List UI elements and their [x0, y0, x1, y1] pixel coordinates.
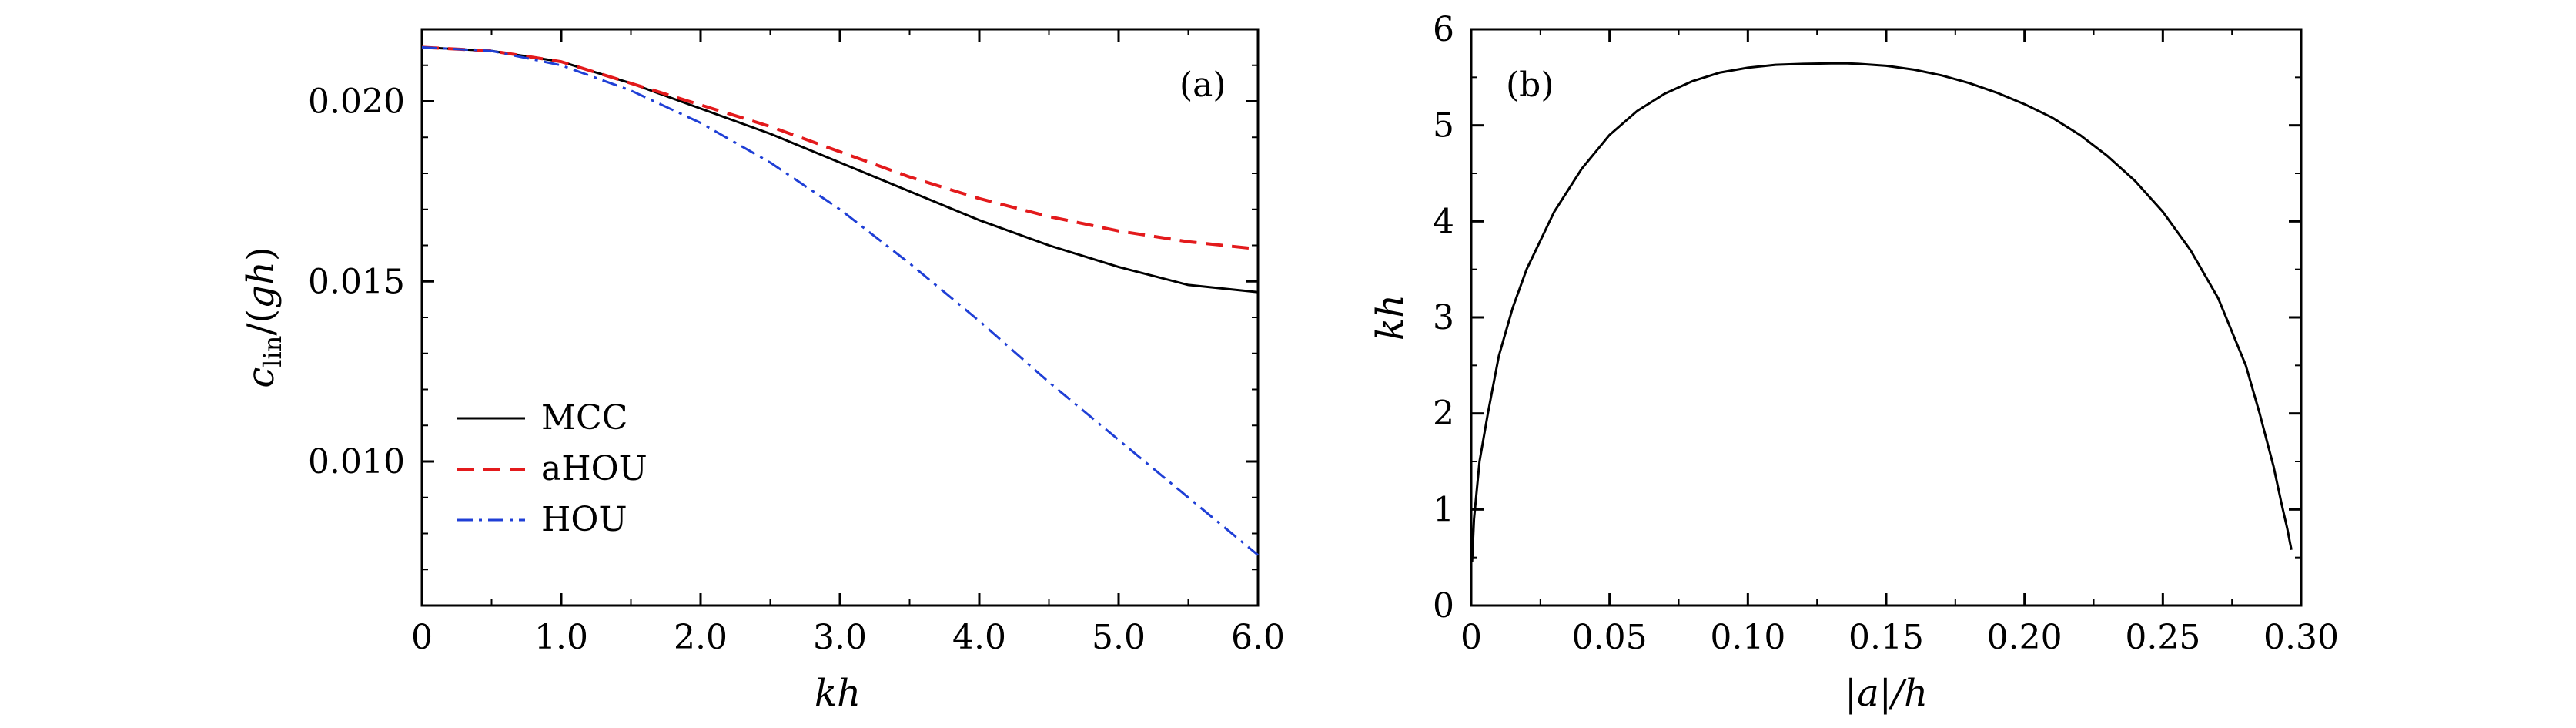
y-tick-labels: 0.010 0.015 0.020 [308, 82, 405, 482]
x-tick-label: 1.0 [534, 618, 588, 657]
legend-label-mcc: MCC [541, 398, 627, 438]
y-tick-label: 5 [1433, 106, 1454, 146]
plot-frame [1470, 28, 2303, 607]
legend-item: MCC [457, 398, 627, 438]
y-tick-label: 6 [1433, 10, 1454, 49]
x-tick-label: 3.0 [813, 618, 867, 657]
legend: MCC aHOU HOU [457, 398, 647, 539]
x-tick-label: 0.10 [1710, 618, 1785, 657]
series-line-curve-0 [1470, 62, 2293, 562]
y-axis-label: clin/(gh) [239, 247, 287, 387]
svg-text:clin/(gh): clin/(gh) [239, 247, 287, 387]
legend-item: HOU [457, 500, 627, 539]
y-tick-label: 1 [1433, 490, 1454, 529]
tick-marks [420, 29, 1260, 606]
x-tick-label: 0.05 [1572, 618, 1648, 657]
series-lines [421, 45, 1259, 556]
legend-item: aHOU [457, 449, 647, 488]
y-axis-label: kh [1369, 294, 1412, 341]
y-tick-label: 0 [1433, 586, 1454, 626]
x-tick-labels: 0 1.0 2.0 3.0 4.0 5.0 6.0 [411, 618, 1285, 657]
x-tick-label: 0.30 [2263, 618, 2339, 657]
x-tick-label: 0.15 [1848, 618, 1924, 657]
panel-label: (a) [1179, 65, 1226, 105]
y-tick-label: 0.015 [308, 262, 405, 301]
legend-label-ahou: aHOU [541, 449, 647, 488]
y-tick-label: 0.010 [308, 442, 405, 481]
x-tick-label: 0.20 [1987, 618, 2062, 657]
y-tick-label: 4 [1433, 202, 1454, 241]
panel-b: 0 0.05 0.10 0.15 0.20 0.25 0.30 0 1 2 3 4 5 6 (b) |a… [1369, 10, 2339, 715]
y-tick-labels: 0 1 2 3 4 5 6 [1433, 10, 1454, 626]
panel-label: (b) [1506, 65, 1554, 105]
series-line-mcc [421, 45, 1259, 294]
y-tick-label: 0.020 [308, 82, 405, 122]
x-axis-label: |a|/h [1845, 672, 1928, 715]
x-axis-label: kh [815, 672, 861, 715]
series-lines [1470, 62, 2293, 562]
series-line-ahou [421, 45, 1259, 251]
legend-label-hou: HOU [541, 500, 627, 539]
x-tick-label: 6.0 [1231, 618, 1285, 657]
y-tick-label: 3 [1433, 298, 1454, 337]
x-tick-label: 2.0 [674, 618, 728, 657]
x-tick-label: 0 [411, 618, 433, 657]
x-tick-label: 0.25 [2125, 618, 2200, 657]
x-tick-label: 4.0 [952, 618, 1006, 657]
x-tick-label: 0 [1460, 618, 1482, 657]
tick-marks [1470, 28, 2303, 607]
x-tick-label: 5.0 [1092, 618, 1146, 657]
y-tick-label: 2 [1433, 394, 1454, 434]
x-tick-labels: 0 0.05 0.10 0.15 0.20 0.25 0.30 [1460, 618, 2339, 657]
